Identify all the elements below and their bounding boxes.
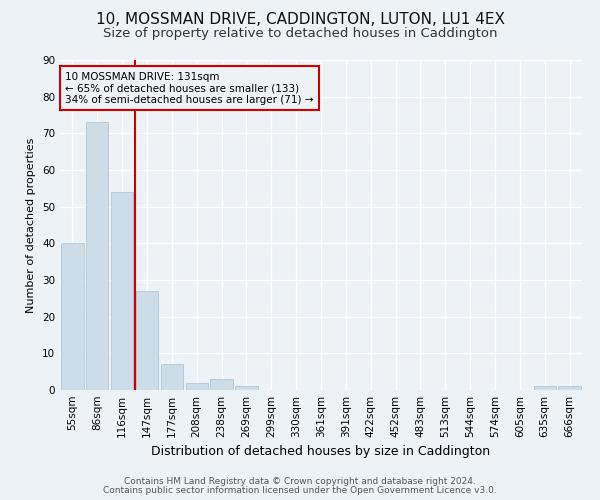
Text: Contains public sector information licensed under the Open Government Licence v3: Contains public sector information licen… <box>103 486 497 495</box>
Bar <box>533 386 556 390</box>
Text: Size of property relative to detached houses in Caddington: Size of property relative to detached ho… <box>103 28 497 40</box>
Bar <box>161 364 183 390</box>
Text: 10, MOSSMAN DRIVE, CADDINGTON, LUTON, LU1 4EX: 10, MOSSMAN DRIVE, CADDINGTON, LUTON, LU… <box>95 12 505 28</box>
Bar <box>86 122 109 390</box>
Bar <box>559 386 581 390</box>
Bar <box>185 382 208 390</box>
Bar <box>111 192 133 390</box>
Text: 10 MOSSMAN DRIVE: 131sqm
← 65% of detached houses are smaller (133)
34% of semi-: 10 MOSSMAN DRIVE: 131sqm ← 65% of detach… <box>65 72 314 105</box>
Bar <box>136 291 158 390</box>
Y-axis label: Number of detached properties: Number of detached properties <box>26 138 37 312</box>
Text: Contains HM Land Registry data © Crown copyright and database right 2024.: Contains HM Land Registry data © Crown c… <box>124 477 476 486</box>
Bar <box>235 386 257 390</box>
Bar <box>211 379 233 390</box>
X-axis label: Distribution of detached houses by size in Caddington: Distribution of detached houses by size … <box>151 446 491 458</box>
Bar <box>61 244 83 390</box>
